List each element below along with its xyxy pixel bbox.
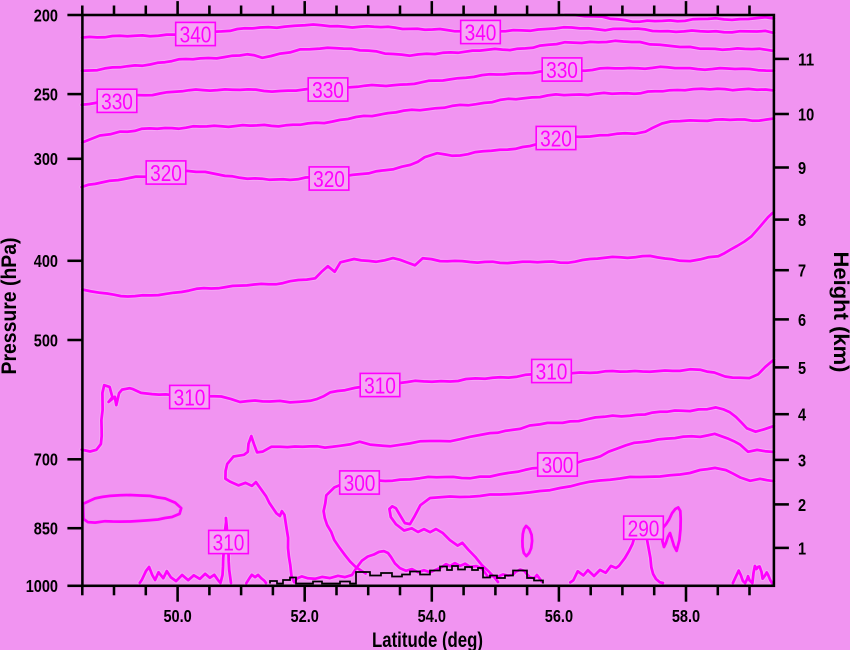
svg-text:290: 290: [628, 515, 660, 541]
svg-text:58.0: 58.0: [672, 606, 701, 626]
svg-text:Height (km): Height (km): [829, 252, 850, 373]
svg-text:340: 340: [180, 22, 212, 48]
svg-text:320: 320: [540, 126, 572, 152]
svg-text:200: 200: [34, 5, 58, 25]
svg-text:2: 2: [798, 495, 806, 515]
svg-text:300: 300: [34, 149, 58, 169]
svg-text:56.0: 56.0: [545, 606, 574, 626]
svg-text:Pressure (hPa): Pressure (hPa): [0, 238, 21, 375]
svg-text:50.0: 50.0: [163, 606, 192, 626]
svg-text:310: 310: [174, 385, 206, 411]
svg-text:330: 330: [312, 77, 344, 103]
svg-text:310: 310: [536, 359, 568, 385]
svg-text:1: 1: [798, 538, 806, 558]
svg-text:300: 300: [542, 452, 574, 478]
svg-text:5: 5: [798, 358, 806, 378]
svg-text:310: 310: [364, 373, 396, 399]
svg-text:7: 7: [798, 261, 806, 281]
svg-text:850: 850: [34, 519, 58, 539]
svg-text:320: 320: [150, 160, 182, 186]
svg-text:Latitude (deg): Latitude (deg): [372, 629, 483, 650]
svg-text:1000: 1000: [26, 576, 59, 596]
svg-text:340: 340: [465, 20, 497, 46]
svg-text:9: 9: [798, 158, 806, 178]
svg-text:300: 300: [344, 470, 376, 496]
svg-text:6: 6: [798, 310, 806, 330]
svg-text:4: 4: [798, 405, 806, 425]
svg-text:54.0: 54.0: [418, 606, 447, 626]
svg-text:320: 320: [313, 166, 345, 192]
svg-text:700: 700: [34, 450, 58, 470]
svg-text:8: 8: [798, 210, 806, 230]
svg-text:52.0: 52.0: [291, 606, 320, 626]
svg-text:250: 250: [34, 85, 58, 105]
svg-text:10: 10: [798, 104, 814, 124]
svg-text:400: 400: [34, 251, 58, 271]
svg-text:310: 310: [213, 530, 245, 556]
svg-text:3: 3: [798, 450, 806, 470]
svg-text:330: 330: [101, 88, 133, 114]
svg-text:11: 11: [798, 49, 814, 69]
svg-text:500: 500: [34, 330, 58, 350]
svg-text:330: 330: [546, 57, 578, 83]
